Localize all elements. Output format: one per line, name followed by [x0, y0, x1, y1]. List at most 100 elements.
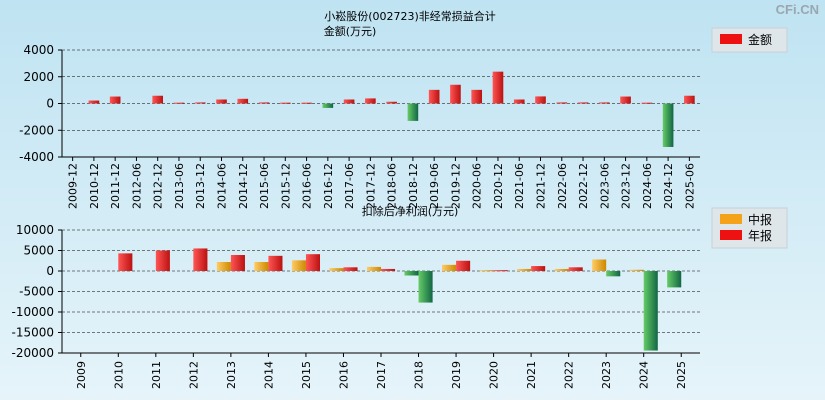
x-tick-label: 2009: [75, 361, 88, 389]
bar-1: [194, 102, 206, 104]
bar-2: [568, 267, 583, 271]
x-tick-label: 2021-06: [513, 163, 526, 209]
x-tick-label: 2014-06: [216, 163, 229, 209]
watermark-logo: CFi.CN: [775, 2, 819, 17]
x-tick-label: 2013: [225, 361, 238, 389]
y-tick-label: -15000: [11, 326, 54, 340]
y-tick-label: 5000: [23, 244, 54, 258]
x-tick-label: 2016-12: [322, 163, 335, 209]
x-tick-label: 2021-12: [535, 163, 548, 209]
bar-1: [667, 271, 682, 288]
x-tick-label: 2016-06: [301, 163, 314, 209]
x-tick-label: 2018: [413, 361, 426, 389]
bar-1: [641, 102, 653, 104]
bar-2: [643, 271, 658, 351]
x-tick-label: 2019: [450, 361, 463, 389]
y-tick-label: 0: [46, 264, 54, 278]
x-tick-label: 2012-06: [130, 163, 143, 209]
bar-1: [450, 84, 461, 104]
x-tick-label: 2014-12: [237, 163, 250, 209]
chart-subtitle: 金额(万元): [324, 24, 377, 38]
bar-1: [441, 264, 457, 271]
bar-1: [592, 259, 607, 271]
x-tick-label: 2017-12: [364, 163, 377, 209]
bar-1: [386, 101, 397, 104]
bar-1: [291, 260, 306, 271]
bar-2: [343, 267, 358, 271]
chart-title: 扣除后净利润(万元): [362, 204, 459, 218]
x-tick-label: 2010-12: [88, 163, 101, 209]
x-tick-label: 2018-06: [386, 163, 399, 209]
bar-1: [329, 268, 344, 271]
x-tick-label: 2017-06: [343, 163, 356, 209]
legend-swatch: [720, 214, 742, 224]
bar-2: [456, 260, 471, 271]
y-tick-label: -5000: [19, 285, 54, 299]
x-tick-label: 2014: [262, 361, 275, 389]
bar-1: [88, 100, 100, 104]
bar-1: [620, 96, 631, 104]
y-tick-label: -10000: [11, 305, 54, 319]
y-tick-label: -20000: [11, 346, 54, 360]
bar-1: [301, 102, 312, 104]
bar-2: [230, 255, 245, 271]
x-tick-label: 2015: [300, 361, 313, 389]
bar-1: [535, 96, 546, 104]
bar-1: [513, 99, 525, 104]
x-tick-label: 2009-12: [67, 163, 80, 209]
bar-1: [471, 89, 483, 104]
bar-1: [366, 266, 381, 271]
bar-1: [556, 102, 568, 104]
x-tick-label: 2024-06: [641, 163, 654, 209]
bar-1: [152, 95, 164, 104]
bar-1: [517, 268, 532, 271]
x-tick-label: 2023-06: [598, 163, 611, 209]
bar-1: [216, 99, 227, 104]
x-tick-label: 2019-12: [449, 163, 462, 209]
legend-label: 年报: [748, 228, 772, 243]
bar-2: [381, 268, 396, 271]
y-tick-label: 10000: [16, 223, 54, 237]
bar-2: [606, 271, 621, 277]
legend-label: 中报: [748, 212, 772, 227]
legend-swatch: [720, 34, 742, 44]
legend-swatch: [720, 230, 742, 240]
legend-label: 金额: [748, 32, 772, 47]
x-tick-label: 2024: [638, 361, 651, 389]
x-tick-label: 2023: [600, 361, 613, 389]
bar-1: [407, 103, 419, 121]
x-tick-label: 2025: [675, 361, 688, 389]
bar-1: [577, 102, 589, 104]
bar-1: [428, 89, 440, 104]
x-tick-label: 2023-12: [620, 163, 633, 209]
x-tick-label: 2019-06: [428, 163, 441, 209]
x-tick-label: 2024-12: [662, 163, 675, 209]
bar-1: [279, 102, 291, 104]
x-tick-label: 2025-06: [683, 163, 696, 209]
bar-2: [193, 248, 208, 271]
bar-1: [216, 261, 231, 271]
x-tick-label: 2013-12: [194, 163, 207, 209]
bar-1: [365, 98, 376, 104]
x-tick-label: 2010: [112, 361, 125, 389]
bar-1: [173, 102, 185, 104]
x-tick-label: 2022: [563, 361, 576, 389]
bar-1: [662, 103, 674, 147]
y-tick-label: 4000: [23, 43, 54, 57]
bar-2: [493, 270, 508, 272]
bar-1: [598, 102, 610, 104]
x-tick-label: 2020: [488, 361, 501, 389]
bar-2: [118, 253, 133, 271]
x-tick-label: 2020-06: [471, 163, 484, 209]
bar-1: [554, 268, 569, 271]
y-tick-label: 2000: [23, 70, 54, 84]
y-tick-label: 0: [46, 97, 54, 111]
bar-1: [404, 271, 419, 276]
x-tick-label: 2012-12: [152, 163, 165, 209]
bar-1: [629, 269, 644, 271]
bar-2: [305, 254, 321, 271]
bar-1: [254, 261, 269, 271]
x-tick-label: 2015-06: [258, 163, 271, 209]
y-tick-label: -4000: [19, 150, 54, 164]
